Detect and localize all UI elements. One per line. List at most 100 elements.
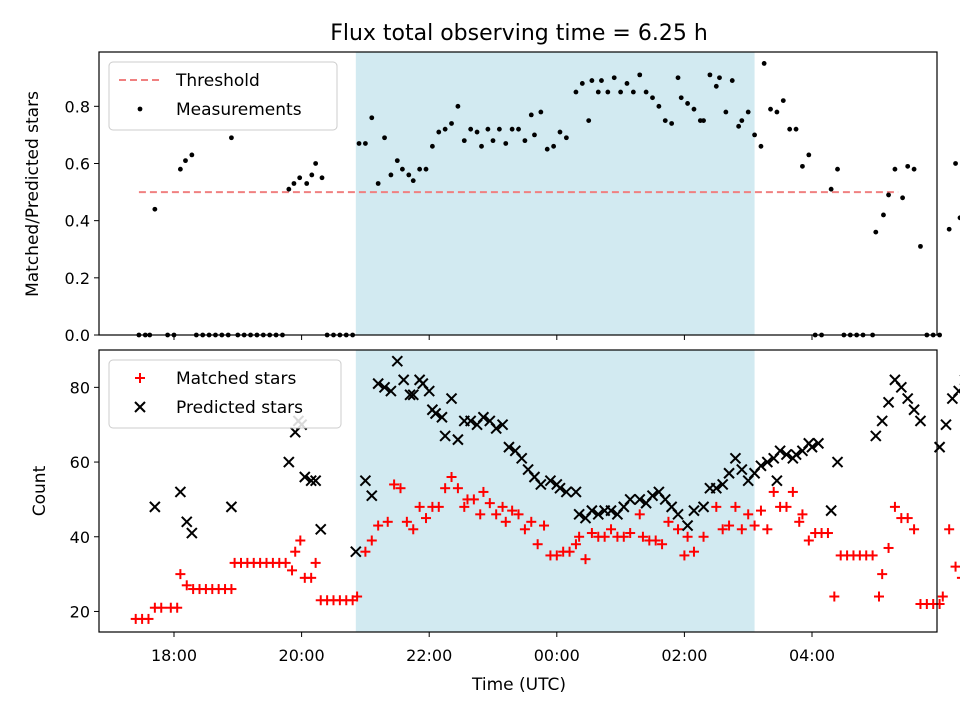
predicted-star-point (385, 385, 397, 397)
predicted-star-point (560, 486, 573, 498)
measurement-point (356, 141, 362, 146)
measurement-point (586, 118, 592, 124)
predicted-star-point (496, 418, 509, 431)
matched-star-point (586, 528, 597, 539)
matched-star-point (401, 516, 412, 527)
measurement-point (881, 212, 886, 218)
measurement-point (189, 152, 195, 158)
measurement-point (423, 166, 429, 172)
measurement-point (713, 83, 719, 89)
matched-star-point (625, 528, 636, 539)
measurement-point (309, 172, 315, 178)
measurement-point (442, 126, 448, 132)
predicted-star-point (812, 437, 825, 450)
measurement-point (538, 109, 544, 115)
x-tick-label: 04:00 (789, 646, 835, 665)
measurement-point (532, 132, 537, 138)
measurement-point (417, 166, 423, 172)
predicted-star-point (391, 355, 404, 367)
measurement-point (835, 166, 840, 172)
y-tick-label: 0.6 (65, 154, 90, 173)
matched-star-point (484, 498, 495, 509)
legend-matched-swatch (135, 373, 145, 383)
matched-star-point (618, 531, 629, 542)
predicted-star-point (586, 504, 598, 517)
predicted-star-point (736, 463, 748, 476)
measurement-point (630, 89, 636, 95)
predicted-star-point (309, 475, 322, 487)
predicted-star-point (774, 445, 786, 457)
measurement-point (900, 195, 905, 201)
measurement-point (183, 158, 188, 164)
matched-star-point (475, 509, 486, 520)
measurement-point (768, 106, 773, 112)
measurement-point (522, 138, 528, 144)
predicted-star-point (477, 411, 490, 423)
matched-star-point (650, 535, 661, 546)
matched-star-point (551, 550, 562, 561)
matched-star-point (395, 483, 406, 494)
predicted-star-point (681, 519, 694, 532)
measurement-point (485, 126, 491, 132)
matched-star-point (310, 557, 321, 568)
matched-star-point (295, 535, 306, 546)
matched-star-point (663, 516, 674, 527)
matched-star-point (679, 550, 690, 561)
matched-star-point (883, 542, 894, 553)
measurement-point (806, 152, 812, 158)
matched-star-point (287, 565, 298, 576)
x-tick-label: 22:00 (406, 646, 452, 665)
matched-star-point (637, 531, 648, 542)
measurement-point (918, 243, 923, 249)
matched-star-point (829, 591, 840, 602)
matched-star-point (497, 501, 508, 512)
measurement-point (557, 129, 563, 135)
measurement-point (678, 95, 684, 101)
matched-star-point (902, 513, 913, 524)
matched-star-point (468, 494, 479, 505)
measurement-point (394, 158, 400, 164)
measurement-point (509, 126, 515, 132)
predicted-star-point (378, 381, 391, 394)
predicted-star-point (436, 411, 448, 423)
predicted-star-point (315, 523, 327, 535)
measurement-point (436, 129, 442, 135)
predicted-star-point (831, 456, 844, 468)
measurement-point (729, 78, 735, 83)
matched-star-point (682, 531, 693, 542)
matched-star-point (373, 520, 384, 531)
observing-window (355, 350, 755, 632)
x-axis-ticks: 18:00 20:00 22:00 00:00 02:00 04:00 (151, 646, 835, 665)
predicted-star-point (359, 475, 372, 487)
measurement-point (479, 143, 484, 149)
predicted-star-point (901, 392, 914, 405)
predicted-star-point (225, 501, 238, 513)
matched-star-point (797, 509, 808, 520)
predicted-star-point (646, 489, 659, 502)
matched-star-point (768, 486, 779, 497)
x-axis-label: Time (UTC) (471, 675, 566, 695)
x-tick-label: 20:00 (279, 646, 325, 665)
measurement-point (449, 121, 454, 126)
matched-star-point (867, 550, 878, 561)
measurement-point (579, 81, 585, 86)
matched-star-point (500, 516, 511, 527)
matched-star-point (389, 479, 400, 490)
predicted-star-point (876, 415, 888, 427)
predicted-star-point (445, 392, 458, 405)
matched-star-point (440, 483, 451, 494)
measurement-point (595, 89, 601, 95)
measurement-point (429, 143, 435, 149)
measurement-point (736, 123, 742, 129)
measurement-point (363, 141, 368, 146)
predicted-star-point (372, 377, 384, 390)
measurement-point (624, 81, 630, 86)
matched-star-point (743, 509, 754, 520)
measurement-point (468, 126, 474, 132)
predicted-star-point (780, 448, 793, 461)
matched-star-point (755, 505, 766, 516)
measurement-point (669, 121, 675, 126)
matched-star-point (634, 509, 645, 520)
measurement-point (662, 118, 668, 124)
measurement-point (382, 135, 387, 141)
